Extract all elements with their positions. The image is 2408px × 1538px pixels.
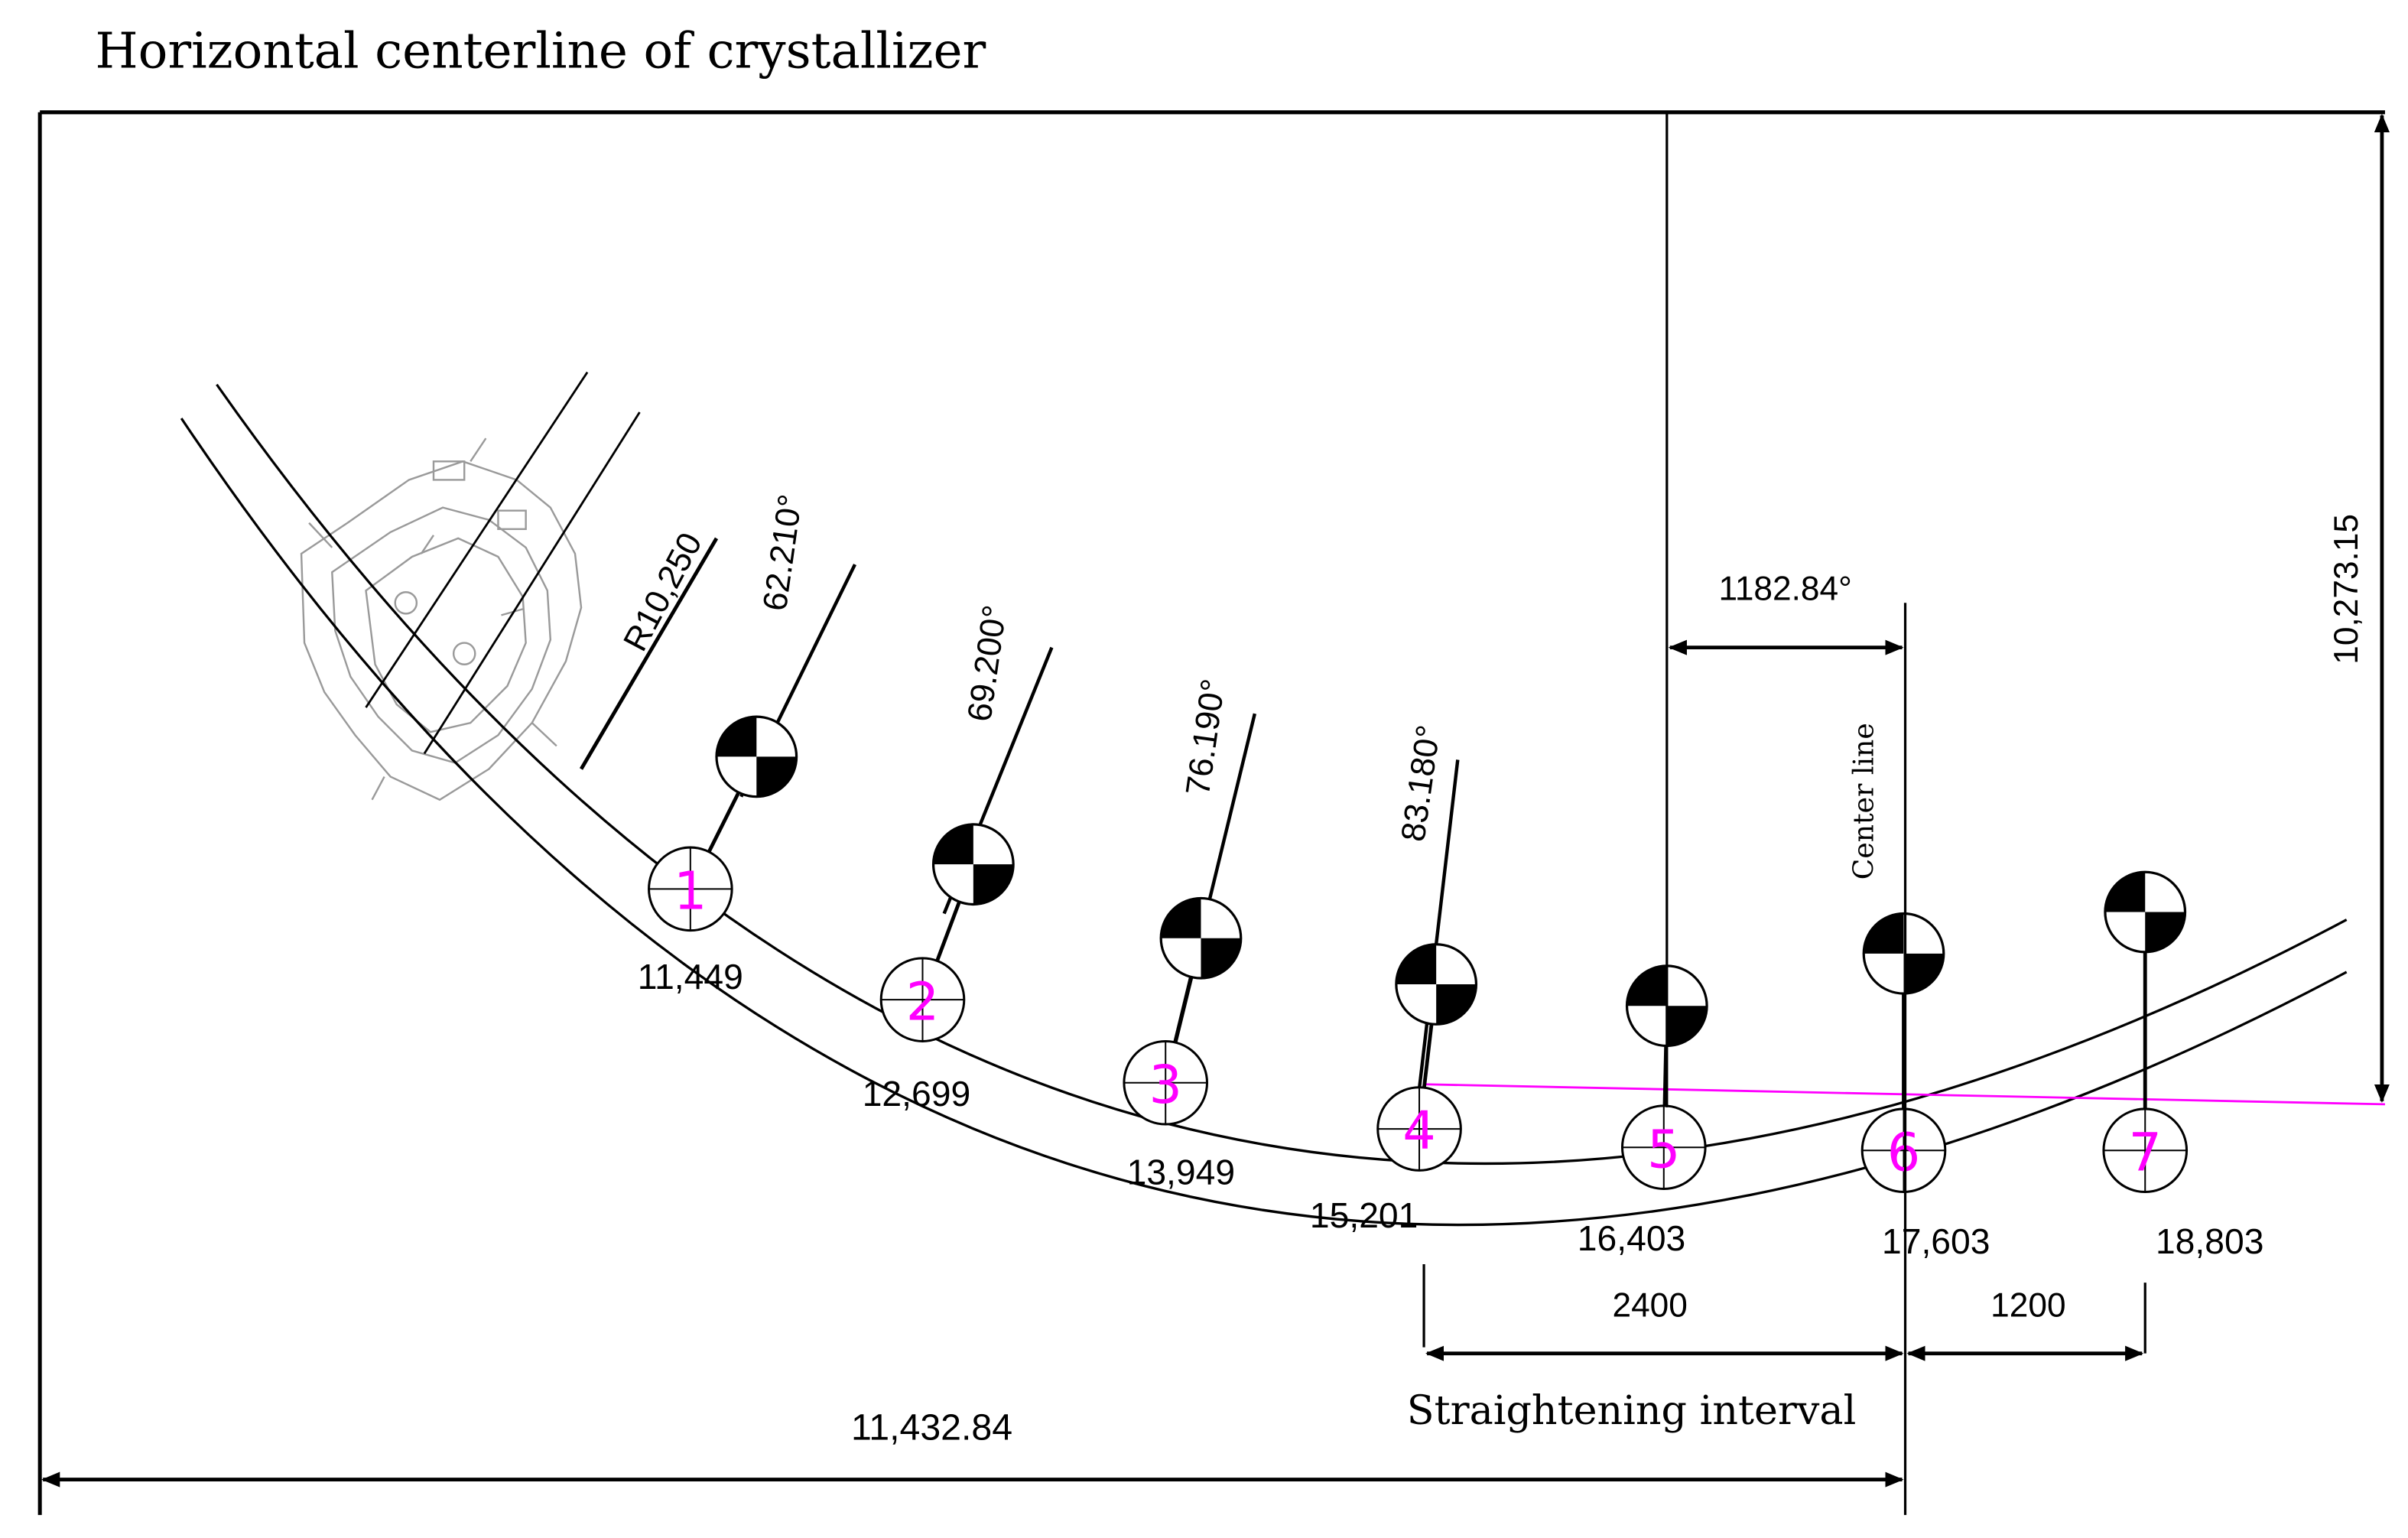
- roller-3: 76.190° 3 13,949: [1123, 677, 1257, 1192]
- roller-7-target-disc: [2104, 870, 2187, 954]
- roller-6: 6 17,603: [1860, 912, 1990, 1261]
- roller-6-position: 17,603: [1882, 1221, 1990, 1261]
- roller-2-angle-label: 69.200°: [960, 603, 1014, 723]
- roller-5-position: 16,403: [1578, 1218, 1685, 1258]
- machine-sketch: [300, 437, 583, 802]
- roller-7-position: 18,803: [2156, 1221, 2263, 1261]
- roller-1-target-disc: [715, 715, 798, 798]
- roller-2-target-disc: [931, 823, 1015, 906]
- guide-line-b: [423, 411, 641, 755]
- roller-7-number: 7: [2128, 1123, 2162, 1183]
- roller-4-number: 4: [1402, 1101, 1436, 1162]
- roller-4-angle-line: [1417, 759, 1460, 1090]
- diagram-title: Horizontal centerline of crystallizer: [96, 22, 986, 80]
- roller-7-circle: [2102, 1107, 2189, 1194]
- roller-6-circle: [1860, 1107, 1947, 1194]
- radius-label: R10,250: [616, 527, 710, 658]
- vertical-dimension-label: 10,273.15: [2328, 514, 2365, 665]
- roller-3-circle: [1123, 1039, 1209, 1126]
- strand-outer-arc: [216, 383, 2348, 1165]
- roller-4-target-disc: [1395, 943, 1478, 1026]
- roller-3-target-disc: [1159, 896, 1243, 980]
- roller-2-circle: [879, 957, 966, 1042]
- offset-dimension-label: 1182.84°: [1719, 570, 1852, 607]
- roller-1-circle: [648, 846, 733, 932]
- roller-2-number: 2: [906, 972, 940, 1032]
- straightening-span-label: 2400: [1612, 1286, 1687, 1324]
- roller-6-target-disc: [1862, 912, 1945, 995]
- roller-1-position: 11,449: [638, 957, 743, 997]
- roller-3-position: 13,949: [1127, 1152, 1235, 1192]
- roller-4-angle-label: 83.180°: [1394, 723, 1448, 844]
- roller-6-number: 6: [1887, 1123, 1921, 1183]
- strand-inner-arc: [180, 418, 2348, 1227]
- roller-5-circle: [1620, 1104, 1707, 1191]
- roller-1: 62.210° 1 11,449: [638, 492, 856, 997]
- roller-1-number: 1: [674, 862, 707, 922]
- straightening-interval-label: Straightening interval: [1407, 1387, 1857, 1434]
- roller-2-position: 12,699: [863, 1074, 970, 1114]
- total-horizontal-label: 11,432.84: [851, 1406, 1012, 1448]
- roller-7: 7 18,803: [2102, 870, 2263, 1261]
- roller-5-number: 5: [1647, 1120, 1681, 1180]
- center-line-label: Center line: [1847, 723, 1880, 880]
- roller-1-angle-label: 62.210°: [756, 492, 810, 613]
- roller-5: 5 16,403: [1578, 964, 1708, 1258]
- roller-3-angle-label: 76.190°: [1179, 677, 1233, 798]
- roller-4-circle: [1376, 1086, 1462, 1172]
- roller-3-angle-line: [1173, 713, 1257, 1043]
- last-span-label: 1200: [1990, 1286, 2065, 1324]
- roller-4-position: 15,201: [1310, 1195, 1418, 1235]
- roller-4: 83.180° 4 15,201: [1310, 723, 1478, 1235]
- roller-2: 69.200° 2 12,699: [863, 603, 1054, 1114]
- roller-3-number: 3: [1149, 1055, 1182, 1116]
- guide-line-a: [365, 371, 589, 708]
- radius-line: [579, 537, 719, 770]
